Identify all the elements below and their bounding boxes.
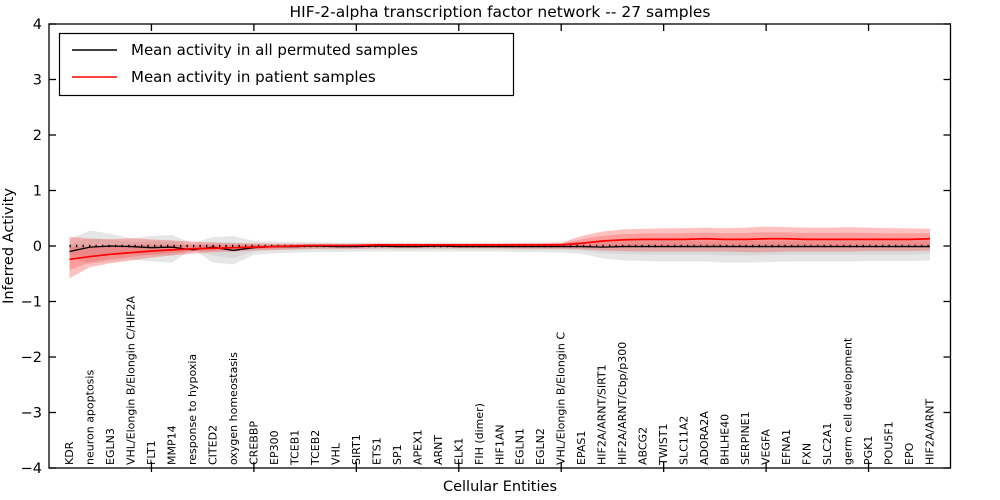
x-tick-label: EGLN1 [514,428,527,465]
x-tick-label: EPAS1 [575,431,588,465]
x-tick-label: CITED2 [206,425,219,465]
x-tick-label: response to hypoxia [186,354,199,465]
x-tick-label: HIF2A/ARNT/Cbp/p300 [616,342,629,465]
series-line-0 [69,245,931,253]
x-axis-ticks [150,24,870,472]
legend-label-permuted: Mean activity in all permuted samples [131,41,418,59]
x-tick-label: SIRT1 [350,434,363,465]
x-tick-label: EGLN3 [104,428,117,465]
x-tick-label: VHL [329,442,342,465]
x-tick-label: ABCG2 [637,427,650,465]
x-tick-label: HIF1AN [493,424,506,465]
patient-samples-range-inner [69,232,931,270]
x-tick-label: ETS1 [370,437,383,465]
y-tick-label: 2 [33,128,42,144]
x-tick-label: SERPINE1 [739,411,752,465]
x-tick-label: KDR [63,441,76,465]
series-line-1 [69,237,931,261]
y-tick-label: −1 [21,295,42,311]
x-tick-label: EGLN2 [534,428,547,465]
x-tick-label: neuron apoptosis [83,370,96,465]
x-tick-label: EFNA1 [780,429,793,465]
x-tick-label: ELK1 [452,438,465,465]
x-tick-label: HIF2A/ARNT/SIRT1 [596,364,609,465]
x-tick-label: TWIST1 [657,423,670,466]
x-tick-label: FXN [801,443,814,465]
x-axis-label: Cellular Entities [443,479,557,495]
y-tick-label: 0 [33,239,42,255]
x-tick-label: SP1 [391,444,404,465]
x-tick-label: TCEB1 [288,430,301,466]
x-tick-label: VHL/Elongin B/Elongin C [555,332,568,465]
y-tick-label: −3 [21,406,42,422]
x-tick-label: HIF2A/ARNT [924,399,937,465]
chart-title: HIF-2-alpha transcription factor network… [290,3,711,21]
x-tick-label: TCEB2 [309,430,322,466]
x-tick-label: ADORA2A [698,411,711,465]
x-tick-label: MMP14 [165,425,178,465]
y-tick-label: 3 [33,73,42,89]
x-tick-label: oxygen homeostasis [227,352,240,465]
x-tick-label: ARNT [432,435,445,465]
y-tick-label: 4 [33,17,42,33]
x-tick-label: APEX1 [411,429,424,465]
permuted-samples-range-inner [69,237,931,259]
x-tick-label: CREBBP [247,421,260,465]
y-axis-ticks: −4 −3 −2 −1 0 1 2 3 4 [21,17,951,477]
x-tick-label: germ cell development [842,337,855,465]
x-tick-label: EP300 [268,430,281,465]
x-tick-label: SLC11A2 [678,416,691,465]
x-tick-label: FLT1 [145,440,158,465]
legend: Mean activity in all permuted samples Me… [58,32,515,97]
x-tick-label: VHL/Elongin B/Elongin C/HIF2A [124,295,137,465]
x-category-labels: KDR neuron apoptosis EGLN3 VHL/Elongin B/El… [63,295,937,466]
x-tick-label: FIH (dimer) [473,403,486,465]
x-tick-label: POU5F1 [883,421,896,465]
x-tick-label: BHLHE40 [719,414,732,465]
mean-lines [69,237,931,261]
legend-label-patient: Mean activity in patient samples [131,68,376,86]
y-tick-label: −4 [21,461,42,477]
permuted-samples-range-outer [69,230,931,265]
y-tick-label: −2 [21,350,42,366]
y-axis-label: Inferred Activity [1,188,17,304]
y-tick-label: 1 [33,184,42,200]
x-tick-label: SLC2A1 [821,423,834,465]
x-tick-label: PGK1 [862,436,875,465]
x-tick-label: VEGFA [760,429,773,465]
legend-box [58,32,515,97]
x-tick-label: EPO [903,442,916,465]
